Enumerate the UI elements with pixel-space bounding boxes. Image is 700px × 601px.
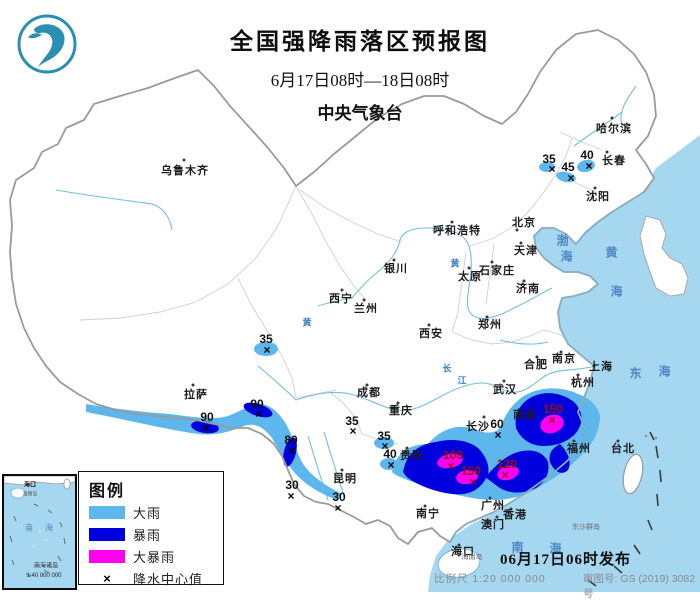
small-island-dot bbox=[644, 434, 648, 438]
inset-haikou-label: 海口 bbox=[23, 482, 37, 489]
map-scale: 比例尺 1:20 000 000 bbox=[434, 573, 546, 585]
inset-sea-label-b: 海 bbox=[45, 523, 59, 533]
center-marker-icon: × bbox=[103, 570, 111, 586]
small-island-dot bbox=[654, 436, 658, 440]
tarim-river bbox=[55, 189, 173, 231]
inset-sea-label-a: 南 bbox=[25, 523, 39, 533]
yellow-river bbox=[317, 227, 553, 320]
songhua-river bbox=[573, 111, 623, 147]
rainstorm-label: 暴雨 bbox=[133, 527, 162, 543]
rainstorm-areas bbox=[191, 393, 582, 495]
cma-logo-icon bbox=[17, 14, 77, 74]
rainstorm-south bbox=[403, 440, 549, 495]
rainstorm-swatch bbox=[89, 527, 125, 541]
legend-title: 图例 bbox=[89, 483, 126, 500]
heavy-rain-label: 大雨 bbox=[133, 505, 162, 521]
coastline bbox=[449, 191, 645, 543]
legend-row-rainstorm: 暴雨 bbox=[89, 523, 223, 545]
legend-box: 图例 大雨 暴雨 大暴雨 × 降水中心值 bbox=[78, 471, 224, 587]
korea-land bbox=[639, 215, 689, 297]
heavy-rainstorm-swatch bbox=[89, 549, 125, 563]
forecast-period: 6月17日08时—18日08时 bbox=[270, 71, 450, 90]
legend-row-heavy-rain: 大雨 bbox=[89, 501, 223, 523]
heavy-rainstorm-areas bbox=[437, 414, 564, 485]
inset-hainan-label: 海南岛 bbox=[22, 491, 38, 498]
hainan-island bbox=[437, 548, 481, 578]
publish-time: 06月17日06时发布 bbox=[500, 552, 632, 568]
sea-boundary-dashes bbox=[587, 431, 662, 587]
inset-scale-label: 1:40 000 000 bbox=[26, 573, 62, 579]
huai-river bbox=[499, 339, 549, 345]
center-marker-label: 降水中心值 bbox=[133, 571, 204, 587]
legend-row-heavy-rainstorm: 大暴雨 bbox=[89, 545, 223, 567]
inset-map-shapes bbox=[4, 476, 75, 577]
taiwan-island bbox=[622, 453, 644, 495]
title-block: 全国强降雨落区预报图 6月17日08时—18日08时 中央气象台 bbox=[150, 22, 570, 124]
heavy-rain-swatch bbox=[89, 505, 125, 519]
rivers bbox=[55, 85, 637, 501]
agency-name: 中央气象台 bbox=[317, 104, 403, 123]
inset-islands-label: 南海诸岛 bbox=[33, 563, 59, 570]
heavy-rainstorm-label: 大暴雨 bbox=[133, 549, 176, 565]
map-title: 全国强降雨落区预报图 bbox=[230, 29, 490, 54]
approval-number: 审图号: GS (2019) 3082号 bbox=[583, 573, 696, 600]
south-china-sea-inset: 海口 海南岛 南 海 南海诸岛 1:40 000 000 bbox=[2, 474, 77, 590]
yangtze-river bbox=[257, 365, 597, 411]
rain-heavy-tibet-strip bbox=[86, 403, 342, 500]
legend-row-center-marker: × 降水中心值 bbox=[89, 567, 223, 589]
